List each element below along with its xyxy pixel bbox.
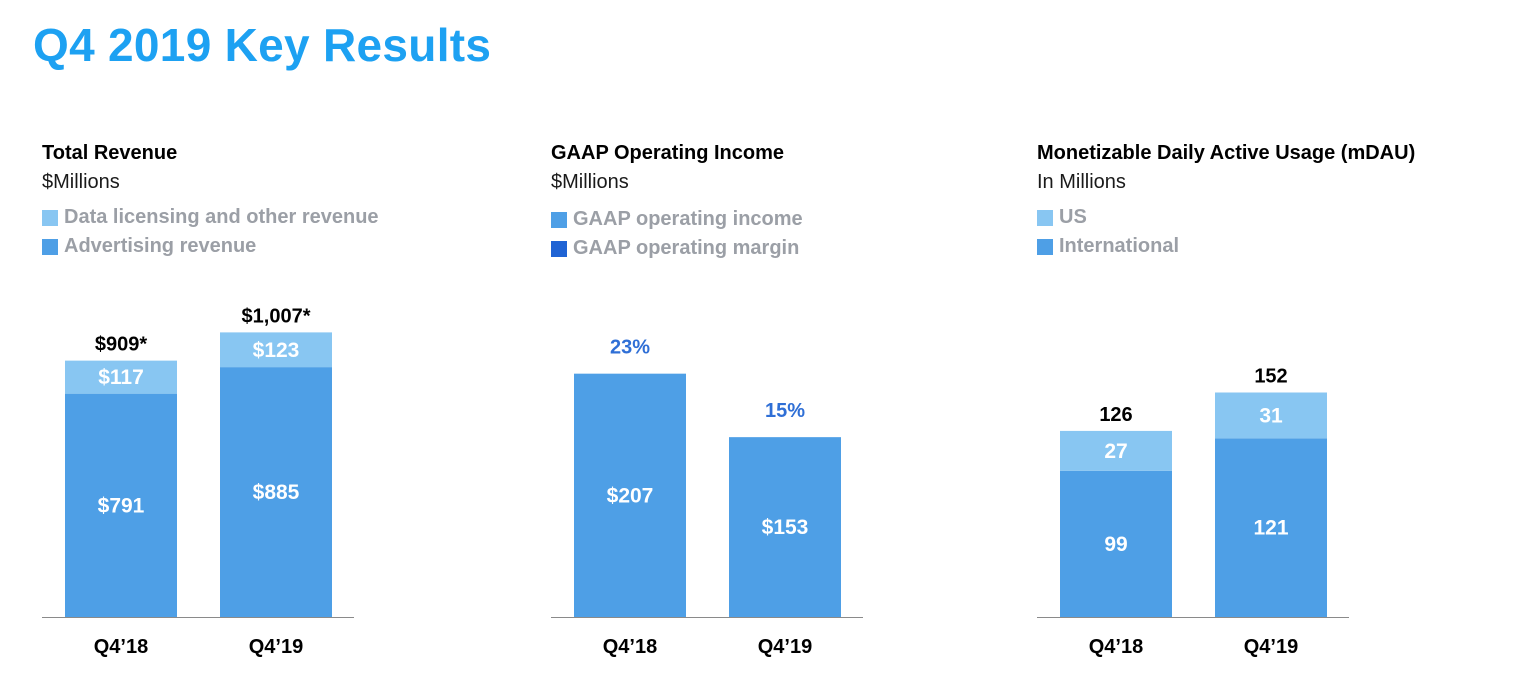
bar-total-label: $1,007* <box>242 305 311 327</box>
legend-swatch-main <box>42 238 58 255</box>
legend-item-operating-income: GAAP operating income <box>551 208 803 231</box>
legend-item-advertising: Advertising revenue <box>42 235 256 258</box>
legend-label: GAAP operating margin <box>573 237 800 259</box>
operating-income-panel: GAAP Operating Income $Millions GAAP ope… <box>551 0 1051 700</box>
revenue-chart-subtitle: $Millions <box>42 171 120 193</box>
revenue-panel: Total Revenue $Millions Data licensing a… <box>42 0 542 700</box>
legend-swatch-light <box>42 209 58 226</box>
bar-value-label: 31 <box>1259 404 1283 427</box>
legend-swatch-light <box>1037 209 1053 226</box>
x-tick-label: Q4’18 <box>94 636 148 658</box>
mdau-chart-subtitle: In Millions <box>1037 171 1126 193</box>
operating-income-chart: $207 23% Q4’18 $153 15% Q4’19 <box>551 337 863 658</box>
legend-label: GAAP operating income <box>573 208 803 230</box>
bar-value-label: $117 <box>98 366 144 389</box>
mdau-chart-title: Monetizable Daily Active Usage (mDAU) <box>1037 142 1416 164</box>
mdau-chart: 99 27 126 Q4’18 121 31 152 Q4’19 <box>1037 366 1349 658</box>
mdau-panel: Monetizable Daily Active Usage (mDAU) In… <box>1037 0 1537 700</box>
bar-value-label: $123 <box>253 339 300 362</box>
bar-value-label: $207 <box>607 484 654 507</box>
legend-swatch-main <box>551 211 567 228</box>
bar-total-label: $909* <box>95 334 147 356</box>
bar-value-label: 121 <box>1253 517 1288 540</box>
page-title: Q4 2019 Key Results <box>33 19 492 71</box>
operating-margin-label: 23% <box>610 337 650 359</box>
bar-value-label: $885 <box>253 481 300 504</box>
bar-advertising-revenue <box>65 393 177 617</box>
x-tick-label: Q4’19 <box>758 636 812 658</box>
bar-value-label: $153 <box>762 516 809 539</box>
x-tick-label: Q4’19 <box>1244 636 1298 658</box>
operating-income-chart-subtitle: $Millions <box>551 171 629 193</box>
operating-margin-label: 15% <box>765 400 805 422</box>
x-tick-label: Q4’18 <box>1089 636 1143 658</box>
revenue-chart-title: Total Revenue <box>42 142 178 164</box>
bar-value-label: 27 <box>1104 440 1127 463</box>
bar-us <box>1060 430 1172 471</box>
bar-gaap-operating-income <box>574 373 686 617</box>
legend-label: US <box>1059 206 1087 228</box>
legend-item-data-licensing: Data licensing and other revenue <box>42 206 379 229</box>
bar-advertising-revenue <box>220 367 332 617</box>
bar-data-licensing-and-other-revenue <box>220 332 332 368</box>
bar-total-label: 152 <box>1254 366 1287 388</box>
bar-gaap-operating-income <box>729 437 841 617</box>
operating-income-chart-title: GAAP Operating Income <box>551 142 785 164</box>
bar-value-label: $791 <box>98 494 145 517</box>
legend-item-us: US <box>1037 206 1087 229</box>
legend-swatch-dark <box>551 240 567 257</box>
bar-data-licensing-and-other-revenue <box>65 360 177 394</box>
revenue-chart: $791 $117 $909* Q4’18 $885 $123 $1,007* Q4’19 <box>42 305 354 658</box>
bar-us <box>1215 392 1327 439</box>
legend-swatch-main <box>1037 238 1053 255</box>
legend-label: International <box>1059 235 1180 257</box>
legend-label: Advertising revenue <box>64 235 257 257</box>
legend-label: Data licensing and other revenue <box>64 206 379 228</box>
bar-value-label: 99 <box>1104 533 1127 556</box>
legend-item-international: International <box>1037 235 1179 258</box>
x-tick-label: Q4’19 <box>249 636 303 658</box>
bar-international <box>1215 438 1327 617</box>
legend-item-operating-margin: GAAP operating margin <box>551 237 799 260</box>
bar-total-label: 126 <box>1099 404 1132 426</box>
bar-international <box>1060 470 1172 617</box>
x-tick-label: Q4’18 <box>603 636 657 658</box>
